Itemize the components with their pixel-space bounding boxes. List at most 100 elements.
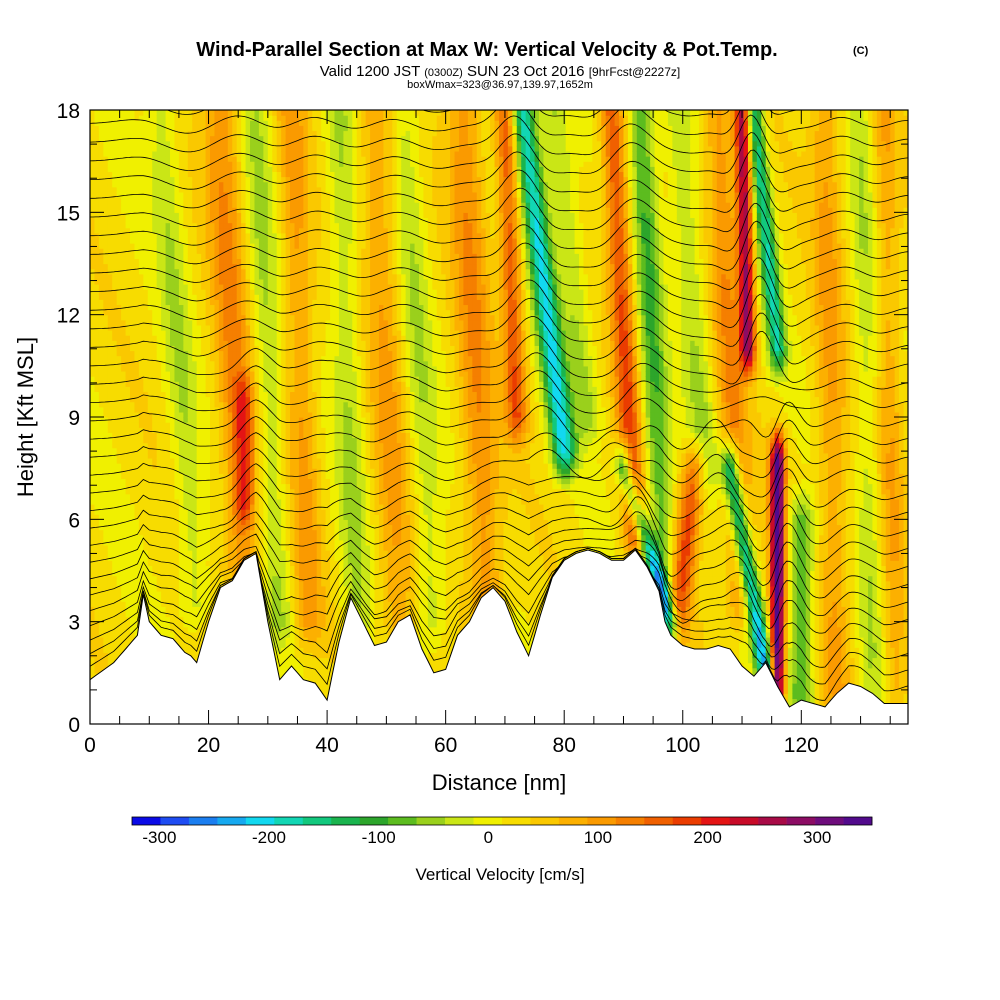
velocity-cell (103, 544, 109, 551)
velocity-cell (241, 237, 247, 244)
velocity-cell (170, 135, 176, 142)
velocity-cell (94, 319, 100, 326)
velocity-cell (107, 156, 113, 162)
velocity-cell (147, 442, 153, 449)
velocity-cell (90, 350, 96, 357)
velocity-cell (267, 330, 273, 336)
velocity-cell (174, 212, 180, 219)
velocity-cell (214, 294, 220, 300)
velocity-cell (205, 498, 211, 505)
velocity-cell (263, 253, 269, 259)
velocity-cell (125, 345, 131, 352)
velocity-cell (138, 350, 144, 357)
velocity-cell (112, 493, 118, 500)
velocity-cell (112, 432, 118, 439)
velocity-cell (187, 626, 193, 633)
velocity-cell (116, 355, 122, 362)
velocity-cell (174, 237, 180, 244)
velocity-cell (138, 468, 144, 474)
velocity-cell (161, 125, 167, 132)
velocity-cell (210, 248, 216, 254)
velocity-cell (143, 278, 149, 285)
velocity-cell (116, 166, 122, 172)
velocity-cell (112, 309, 118, 316)
velocity-cell (245, 503, 251, 510)
velocity-cell (267, 493, 273, 500)
velocity-cell (147, 534, 153, 541)
velocity-cell (187, 294, 193, 300)
velocity-cell (112, 345, 118, 352)
velocity-cell (170, 212, 176, 219)
velocity-cell (174, 590, 180, 597)
velocity-cell (112, 355, 118, 362)
velocity-cell (183, 406, 189, 413)
velocity-cell (121, 243, 127, 249)
velocity-cell (125, 401, 131, 408)
velocity-cell (254, 483, 260, 490)
velocity-cell (130, 289, 136, 295)
velocity-cell (196, 263, 202, 270)
velocity-cell (125, 468, 131, 474)
velocity-cell (116, 565, 122, 572)
velocity-cell (183, 590, 189, 597)
velocity-cell (258, 550, 264, 556)
velocity-cell (121, 596, 127, 602)
velocity-cell (138, 488, 144, 495)
velocity-cell (134, 596, 140, 602)
velocity-cell (143, 120, 149, 126)
velocity-cell (192, 519, 198, 526)
velocity-cell (178, 186, 184, 193)
velocity-cell (152, 227, 158, 234)
velocity-cell (170, 401, 176, 408)
velocity-cell (143, 130, 149, 137)
velocity-cell (103, 299, 109, 306)
velocity-cell (90, 161, 96, 167)
velocity-cell (267, 473, 273, 479)
velocity-cell (236, 222, 242, 229)
velocity-cell (236, 181, 242, 188)
velocity-cell (267, 125, 273, 132)
velocity-cell (227, 386, 233, 393)
velocity-cell (267, 488, 273, 495)
velocity-cell (187, 621, 193, 628)
velocity-cell (98, 463, 104, 469)
velocity-cell (258, 202, 264, 208)
velocity-cell (125, 294, 131, 300)
velocity-cell (272, 468, 278, 474)
velocity-cell (90, 672, 96, 679)
velocity-cell (258, 422, 264, 428)
velocity-cell (121, 575, 127, 582)
velocity-cell (174, 330, 180, 336)
velocity-cell (227, 350, 233, 357)
velocity-cell (116, 601, 122, 607)
velocity-cell (103, 473, 109, 479)
velocity-cell (165, 258, 171, 265)
velocity-cell (107, 570, 113, 577)
velocity-cell (134, 519, 140, 526)
velocity-cell (138, 381, 144, 387)
velocity-cell (196, 140, 202, 147)
velocity-cell (143, 452, 149, 459)
velocity-cell (94, 135, 100, 142)
velocity-cell (210, 237, 216, 244)
velocity-cell (152, 370, 158, 377)
velocity-cell (227, 140, 233, 147)
velocity-cell (232, 304, 238, 311)
velocity-cell (205, 534, 211, 541)
velocity-cell (112, 115, 118, 121)
velocity-cell (214, 488, 220, 495)
velocity-cell (130, 442, 136, 449)
velocity-cell (236, 437, 242, 444)
velocity-cell (178, 350, 184, 357)
velocity-cell (205, 381, 211, 387)
velocity-cell (267, 150, 273, 157)
velocity-cell (192, 273, 198, 280)
velocity-cell (107, 468, 113, 474)
velocity-cell (245, 509, 251, 515)
velocity-cell (201, 555, 207, 561)
velocity-cell (236, 191, 242, 198)
velocity-cell (192, 401, 198, 408)
velocity-cell (156, 145, 162, 152)
velocity-cell (267, 181, 273, 188)
velocity-cell (254, 350, 260, 357)
